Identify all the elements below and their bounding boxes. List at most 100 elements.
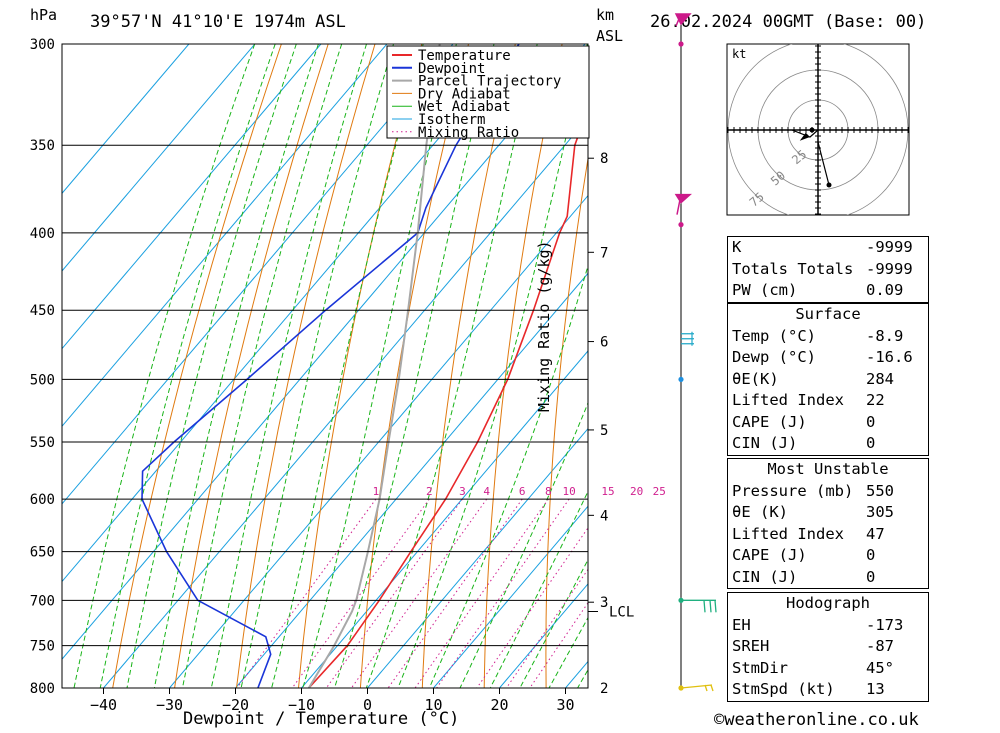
legend-entry: Wet Adiabat [418, 99, 511, 115]
pressure-tick-label: 550 [30, 435, 55, 451]
surface-dewp-label: Dewp (°C) [732, 348, 816, 366]
mixing-ratio-axis-label: Mixing Ratio (g/kg) [535, 240, 553, 412]
copyright-link[interactable]: ©weatheronline.co.uk [714, 710, 919, 730]
legend-entry: Dry Adiabat [418, 86, 511, 102]
km-tick-label: 4 [600, 508, 608, 524]
wind-barb [674, 193, 692, 215]
stmdir-label: StmDir [732, 658, 788, 677]
isotherm-line [367, 427, 588, 688]
isotherm-line [62, 44, 322, 350]
wind-dot [678, 222, 684, 228]
surface-title: Surface [795, 305, 861, 323]
mixing-ratio-line [291, 498, 430, 688]
pw-label: PW (cm) [732, 281, 798, 299]
wind-dot [678, 41, 684, 47]
totals-totals-value: -9999 [866, 259, 913, 278]
pressure-tick-label: 650 [30, 545, 55, 561]
wet-adiabat-line [153, 44, 319, 688]
legend-entry: Temperature [418, 48, 511, 64]
indices-table: K -9999 Totals Totals -9999 PW (cm) 0.09 [727, 236, 929, 303]
isotherm-line [62, 44, 190, 195]
temperature-tick-label: 10 [424, 696, 442, 714]
temperature-tick-label: −40 [90, 696, 117, 714]
legend-entry: Parcel Trajectory [418, 74, 561, 90]
surface-thetae-value: 284 [866, 369, 894, 388]
surface-li-value: 22 [866, 391, 885, 409]
mu-thetae-label: θE (K) [732, 503, 788, 521]
hodograph-table: Hodograph EH -173 SREH -87 StmDir 45° StmSp… [727, 592, 929, 702]
dry-adiabat-line [932, 44, 980, 688]
hodograph-point [826, 182, 832, 188]
surface-cape-label: CAPE (J) [732, 412, 807, 431]
height-unit-asl-label: ASL [596, 27, 624, 45]
mixing-ratio-label: 8 [545, 485, 552, 498]
lcl-label: LCL [609, 604, 634, 620]
mixing-ratio-label: 20 [630, 485, 643, 498]
temperature-tick-label: 30 [556, 696, 574, 714]
wet-adiabat-line [126, 44, 297, 688]
km-tick-label: 3 [600, 595, 608, 611]
temperature-tick-label: −20 [222, 696, 249, 714]
mu-cin-label: CIN (J) [732, 567, 798, 586]
pressure-tick-label: 400 [30, 226, 55, 242]
wind-barb [681, 599, 717, 613]
hodograph-title: Hodograph [786, 594, 870, 612]
mu-thetae-value: 305 [866, 503, 894, 521]
mixing-ratio-label: 10 [563, 485, 576, 498]
location-title: 39°57'N 41°10'E 1974m ASL [90, 12, 346, 32]
mixing-ratio-label: 3 [459, 485, 466, 498]
km-tick-label: 7 [600, 245, 608, 261]
km-tick-label: 8 [600, 151, 608, 167]
eh-value: -173 [866, 615, 904, 634]
surface-dewp-value: -16.6 [866, 348, 913, 366]
mu-cape-label: CAPE (J) [732, 546, 807, 564]
temperature-tick-label: −30 [156, 696, 183, 714]
mixing-ratio-line [387, 498, 523, 688]
totals-totals-label: Totals Totals [732, 259, 854, 278]
isotherm-line [62, 44, 520, 583]
x-axis-label: Dewpoint / Temperature (°C) [183, 709, 460, 729]
wet-adiabat-line [428, 264, 588, 688]
pressure-tick-label: 800 [30, 681, 55, 697]
dry-adiabat-line [112, 44, 282, 688]
k-index-label: K [732, 238, 742, 256]
stmspd-value: 13 [866, 680, 885, 698]
wind-dot [678, 376, 684, 383]
legend-entry: Isotherm [418, 112, 485, 128]
pressure-tick-label: 450 [30, 303, 55, 319]
pressure-tick-label: 500 [30, 372, 55, 388]
mixing-ratio-line [505, 568, 588, 688]
surface-thetae-label: θE(K) [732, 369, 779, 388]
mixing-ratio-label: 2 [426, 485, 433, 498]
isotherm-line [62, 44, 454, 505]
mu-cape-value: 0 [866, 546, 876, 564]
wet-adiabat-line [99, 44, 276, 688]
sreh-label: SREH [732, 637, 770, 655]
mixing-ratio-label: 1 [373, 485, 380, 498]
km-tick-label: 2 [600, 681, 608, 697]
dry-adiabat-line [236, 44, 376, 688]
mu-pressure-value: 550 [866, 481, 894, 500]
datetime-title: 26.02.2024 00GMT (Base: 00) [650, 12, 927, 32]
isotherm-line [62, 44, 586, 660]
pressure-tick-label: 300 [30, 37, 55, 53]
storm-motion-marker [799, 132, 810, 141]
dry-adiabat-line [545, 156, 588, 688]
pressure-tick-label: 600 [30, 492, 55, 508]
isotherm-line [62, 44, 256, 272]
most-unstable-table: Most Unstable Pressure (mb) 550 θE (K) 305… [727, 458, 929, 589]
stmspd-label: StmSpd (kt) [732, 680, 835, 698]
pw-value: 0.09 [866, 281, 904, 299]
mixing-ratio-line [325, 498, 463, 688]
pressure-tick-label: 700 [30, 593, 55, 609]
mu-li-label: Lifted Index [732, 524, 844, 543]
dry-adiabat-line [664, 44, 702, 688]
surface-cin-label: CIN (J) [732, 434, 798, 452]
plot-frame [61, 43, 589, 689]
parcel-trajectory-line [307, 44, 441, 688]
mixing-ratio-label: 4 [483, 485, 490, 498]
surface-cin-value: 0 [866, 434, 876, 452]
isotherm-line [103, 117, 588, 688]
